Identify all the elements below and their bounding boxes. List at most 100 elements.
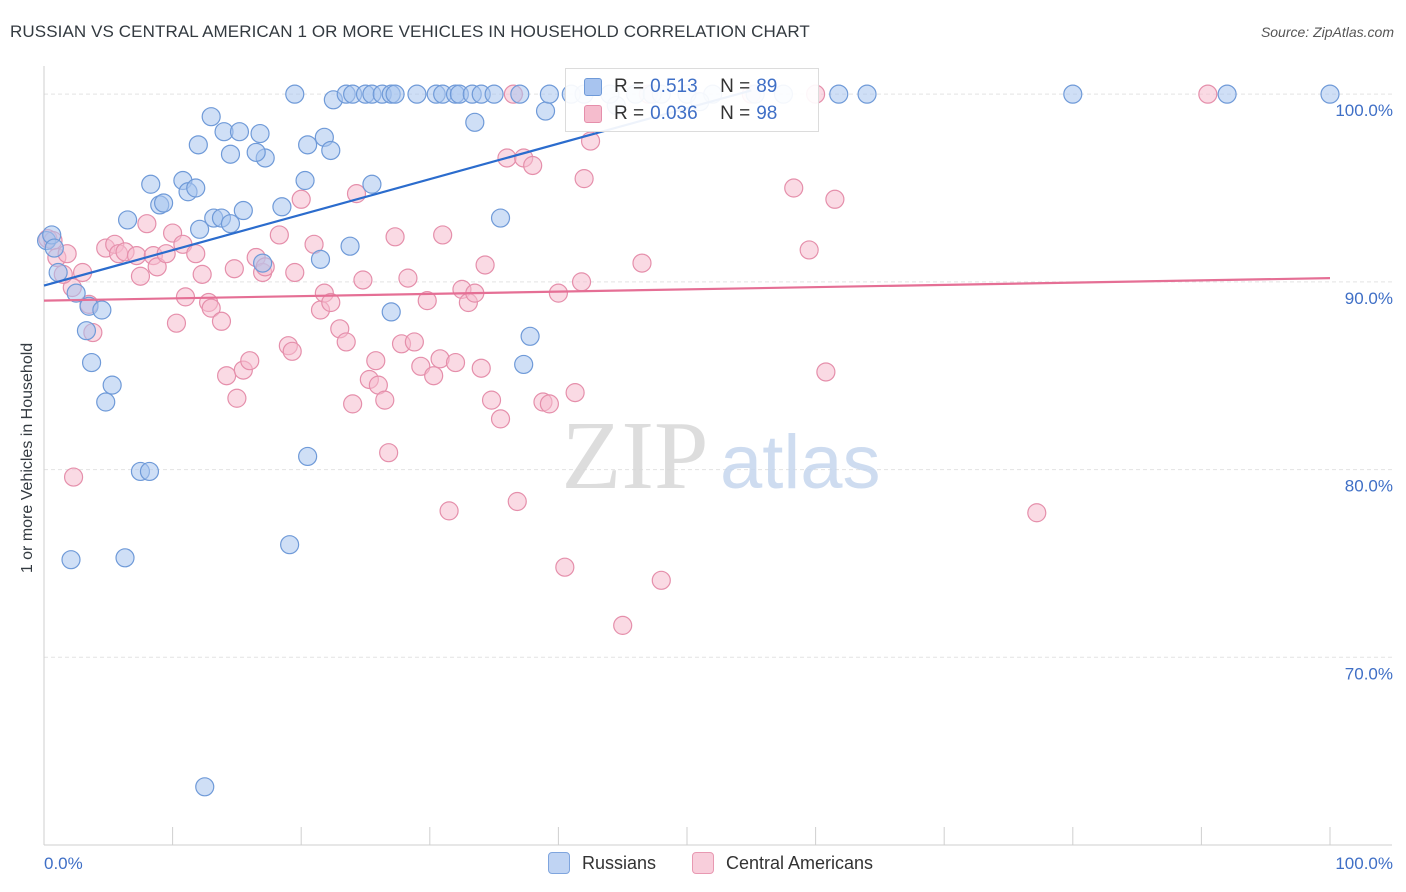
central-americans-point [321,292,341,313]
russians-point [321,140,341,161]
watermark-zip: ZIP [562,402,709,510]
y-tick-label: 100.0% [1335,101,1393,120]
russians-point [81,352,102,373]
russians-point [510,84,530,104]
central-americans-point [799,240,819,260]
russians-point [76,321,97,341]
russians-point [229,122,250,142]
central-americans-point [269,225,289,245]
russians-point [829,84,849,104]
central-americans-point [375,390,395,410]
russians-point [246,142,266,162]
central-americans-point [651,570,671,590]
central-americans-point [471,358,491,378]
source-credit: Source: ZipAtlas.com [1260,24,1394,40]
central-americans-point [574,169,594,189]
russians-point [484,84,504,104]
central-americans-point [343,394,363,414]
russians-point [385,84,405,104]
central-americans-point [285,262,305,283]
central-americans-legend-swatch [692,852,714,874]
central-americans-point [186,244,206,264]
russians-point [117,210,138,230]
russians-point [48,262,68,283]
russians-point [139,461,160,482]
russians-point [280,535,300,555]
n-label: N = [720,103,751,124]
legend-row-central-americans: R = 0.036 N = 98 [584,102,777,126]
legend-item-central-americans[interactable]: Central Americans [692,852,873,874]
russians-point [61,550,81,570]
russians-point [1320,84,1340,104]
russians-point [1063,84,1083,104]
central-americans-point [555,557,575,577]
central-americans-point [825,189,845,209]
central-americans-point [565,383,585,403]
russians-point [465,112,485,132]
russians-point [153,193,174,213]
central-americans-point [282,341,302,361]
russians-point [233,200,253,221]
central-americans-point [130,266,151,286]
central-americans-point [417,291,437,311]
legend-row-russians: R = 0.513 N = 89 [584,75,777,99]
russians-point [539,84,559,104]
russians-point [490,208,511,228]
russians-point [96,392,116,412]
n-label: N = [720,76,751,97]
russians-point [857,84,877,104]
central-americans-point [571,272,592,292]
r-label: R = [614,103,645,124]
russians-point [66,283,86,303]
central-americans-n-value: 98 [756,103,778,124]
russians-swatch [584,78,602,96]
central-americans-point [240,351,260,371]
russians-point [220,214,241,234]
central-americans-point [411,356,431,376]
russians-legend-label: Russians [582,852,657,873]
russians-point [340,236,360,256]
chart-title: RUSSIAN VS CENTRAL AMERICAN 1 OR MORE VE… [10,22,810,41]
central-americans-point [490,409,511,429]
central-americans-point [784,178,804,198]
central-americans-point [336,332,356,352]
russians-point [295,170,315,191]
y-tick-label: 80.0% [1345,477,1393,496]
central-americans-point [137,214,157,234]
r-label: R = [614,76,645,97]
russians-point [115,548,135,568]
central-americans-point [613,615,633,635]
russians-point [190,219,210,239]
watermark-atlas: atlas [720,420,881,505]
russians-point [195,777,215,797]
central-americans-points [38,84,1218,635]
central-americans-r-value: 0.036 [650,103,698,124]
russians-point [310,249,331,269]
central-americans-point [523,155,543,176]
correlation-legend: R = 0.513 N = 89 R = 0.036 N = 98 [565,68,819,132]
russians-point [535,101,556,121]
russians-point [102,375,122,395]
russians-point [381,302,401,322]
russians-point [188,135,208,155]
legend-item-russians[interactable]: Russians [548,852,656,874]
russians-legend-swatch [548,852,570,874]
russians-r-value: 0.513 [650,76,698,97]
russians-point [186,178,206,198]
russians-point [1217,84,1237,104]
russians-point [253,253,273,273]
central-americans-point [217,366,237,386]
tick-labels: 70.0% 80.0% 90.0% 100.0% 0.0% 100.0% [44,101,1393,873]
russians-point [92,300,112,320]
y-tick-label: 70.0% [1345,664,1393,683]
central-americans-point [1027,503,1047,523]
russians-n-value: 89 [756,76,778,97]
central-americans-swatch [584,105,602,123]
russians-point [298,135,318,155]
central-americans-point [166,313,187,333]
russians-point [298,446,318,467]
russians-point [250,123,270,144]
central-americans-point [385,227,405,247]
central-americans-point [632,253,652,273]
